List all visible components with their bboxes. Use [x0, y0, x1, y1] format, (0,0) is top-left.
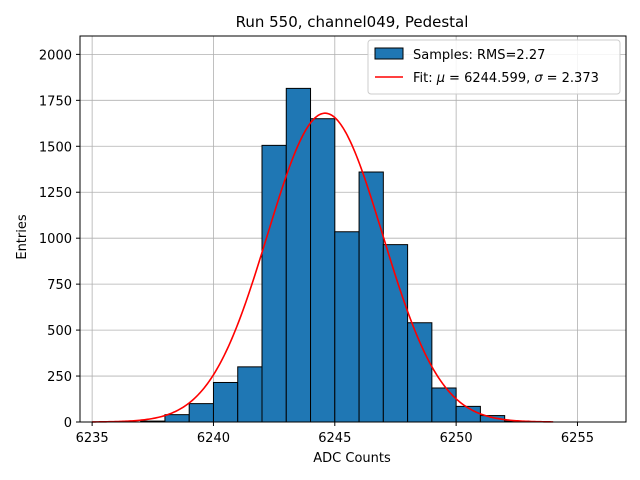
- legend: Samples: RMS=2.27 Fit: μ = 6244.599, σ = 2…: [367, 39, 621, 95]
- histogram-bar: [212, 381, 239, 423]
- histogram-bar: [188, 403, 214, 423]
- legend-fit-sigma-value: = 2.373: [547, 71, 599, 86]
- legend-fit-mu-value: = 6244.599,: [449, 71, 534, 86]
- x-tick-label: 6235: [76, 431, 109, 446]
- y-tick-label: 1500: [39, 140, 72, 155]
- legend-label-samples: Samples: RMS=2.27: [413, 48, 545, 63]
- y-tick-label: 1250: [39, 186, 72, 201]
- legend-box: [367, 39, 621, 95]
- x-axis-label: ADC Counts: [313, 451, 391, 466]
- y-tick-label: 2000: [39, 48, 72, 63]
- legend-fit-prefix: Fit:: [413, 71, 437, 86]
- x-axis-ticks: 6235 6240 6245 6250 6255: [76, 422, 594, 446]
- y-tick-label: 250: [47, 370, 72, 385]
- histogram-bar: [310, 118, 336, 423]
- histogram-bar: [285, 87, 312, 423]
- histogram-bar: [261, 144, 287, 423]
- y-axis-label: Entries: [15, 214, 30, 260]
- y-axis-ticks: 0 250 500 750 1000 1250 1500 1750 2000: [39, 48, 80, 431]
- legend-fit-sigma-symbol: σ: [534, 71, 543, 86]
- histogram-bar: [334, 231, 360, 423]
- y-tick-label: 1000: [39, 232, 72, 247]
- fit-curve: [92, 112, 554, 423]
- x-tick-label: 6245: [318, 431, 351, 446]
- y-tick-label: 500: [47, 324, 72, 339]
- plot-frame: [79, 35, 627, 423]
- legend-swatch-samples: [374, 47, 404, 60]
- histogram-bars: [140, 87, 530, 423]
- chart-title: Run 550, channel049, Pedestal: [236, 13, 469, 31]
- legend-fit-mu-symbol: μ: [436, 71, 445, 86]
- x-tick-label: 6250: [440, 431, 473, 446]
- histogram-bar: [237, 366, 263, 423]
- histogram-bar: [382, 244, 409, 423]
- y-tick-label: 750: [47, 278, 72, 293]
- fit-curve-group: [92, 112, 554, 423]
- y-tick-label: 0: [64, 416, 72, 431]
- x-tick-label: 6240: [197, 431, 230, 446]
- histogram-bar: [407, 322, 433, 423]
- x-tick-label: 6255: [561, 431, 594, 446]
- histogram-bar: [431, 387, 457, 423]
- histogram-bar: [358, 171, 384, 423]
- histogram-bar: [164, 414, 190, 423]
- y-tick-label: 1750: [39, 94, 72, 109]
- legend-label-fit: Fit: μ = 6244.599, σ = 2.373: [413, 71, 599, 86]
